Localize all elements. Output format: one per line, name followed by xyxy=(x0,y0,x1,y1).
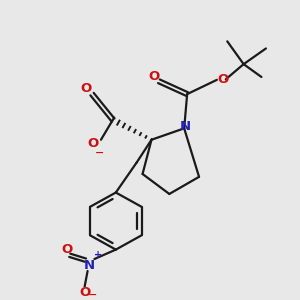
Text: O: O xyxy=(62,242,73,256)
Text: N: N xyxy=(180,120,191,134)
Text: O: O xyxy=(80,286,91,299)
Text: −: − xyxy=(88,290,98,300)
Text: O: O xyxy=(148,70,159,83)
Text: +: + xyxy=(94,250,102,260)
Text: O: O xyxy=(218,73,229,86)
Text: O: O xyxy=(87,137,98,150)
Text: −: − xyxy=(95,148,104,158)
Text: N: N xyxy=(83,259,94,272)
Text: O: O xyxy=(80,82,91,95)
